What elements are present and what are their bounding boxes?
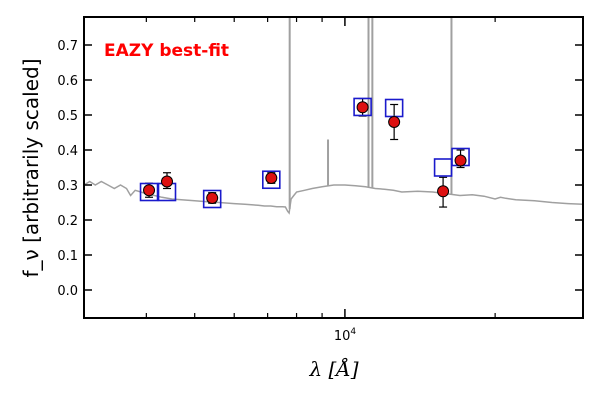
model-photometry-square <box>262 170 281 190</box>
x-major-tick-label: 104 <box>334 327 357 344</box>
observed-point <box>388 116 401 128</box>
model-photometry-square <box>353 97 372 117</box>
x-minor-ticks <box>145 17 496 318</box>
x-tick-base: 10 <box>334 329 351 344</box>
observed-point <box>437 185 450 198</box>
y-tick-label: 0.5 <box>57 109 78 124</box>
observed-point <box>454 154 467 167</box>
y-ticks: 0.0 0.1 0.2 0.3 0.4 0.5 0.6 0.7 <box>57 39 583 299</box>
observed-point <box>206 191 219 204</box>
model-photometry-square <box>433 158 453 177</box>
observed-point <box>143 184 156 197</box>
observed-point <box>356 101 369 114</box>
y-tick-label: 0.7 <box>57 39 78 54</box>
y-tick-label: 0.4 <box>57 144 78 159</box>
plot-frame <box>83 16 584 319</box>
model-photometry-square <box>202 189 222 209</box>
y-tick-label: 0.0 <box>57 284 78 299</box>
annotation-label: EAZY best-fit <box>104 41 229 61</box>
model-photometry-square <box>139 182 159 202</box>
x-axis-label: λ [Å] <box>308 356 358 381</box>
observed-point <box>265 172 278 184</box>
y-tick-label: 0.2 <box>57 214 78 229</box>
model-spectrum-layer <box>84 17 583 215</box>
observed-photometry-layer <box>143 101 467 204</box>
x-tick-exponent: 4 <box>350 327 356 337</box>
y-tick-label: 0.6 <box>57 74 78 89</box>
observed-point <box>160 175 173 188</box>
model-spectrum-line <box>84 180 583 215</box>
y-tick-label: 0.3 <box>57 179 78 194</box>
y-tick-label: 0.1 <box>57 249 78 264</box>
y-axis-label: f_ν [arbitrarily scaled] <box>19 59 43 278</box>
